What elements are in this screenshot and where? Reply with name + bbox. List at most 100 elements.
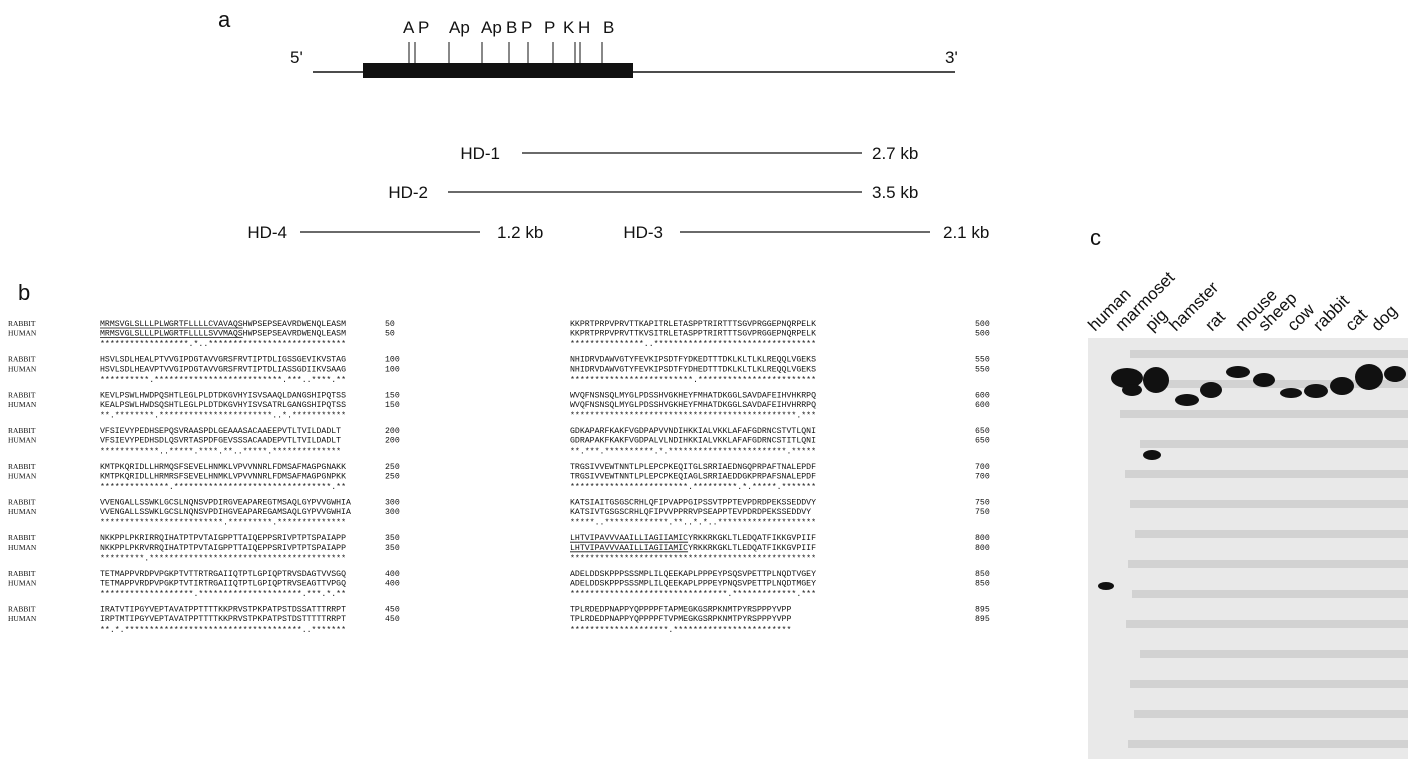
conservation-line: ************************.*********.*.***… bbox=[570, 482, 816, 492]
residue-number: 400 bbox=[385, 570, 400, 579]
conservation-line: **********.**************************.**… bbox=[100, 375, 346, 385]
clone-name: HD-3 bbox=[623, 223, 663, 242]
site-label: K bbox=[563, 18, 575, 37]
species-label: HUMAN bbox=[8, 400, 37, 409]
residue-number: 300 bbox=[385, 499, 400, 508]
sequence: HSVLSDLHEAVPTVVGIPDGTAVVGRSFRVTIPTDLIASS… bbox=[100, 365, 346, 374]
sequence: TETMAPPVRDPVPGKPTVTIRTRGAIIQTPTLGPIQPTRV… bbox=[100, 580, 346, 589]
residue-number: 100 bbox=[385, 365, 400, 374]
sequence: ADELDDSKPPPSSSMPLILQEEKAPLPPPEYPSQSVPETT… bbox=[570, 570, 816, 579]
sequence: WVQFNSNSQLMYGLPDSSHVGKHEYFMHATDKGGLSAVDA… bbox=[570, 391, 816, 400]
three-prime: 3' bbox=[945, 48, 958, 67]
gel bbox=[1088, 338, 1408, 759]
residue-number: 850 bbox=[975, 570, 990, 579]
clone-size: 2.7 kb bbox=[872, 144, 918, 163]
conservation-line: **.***.**********.*.********************… bbox=[570, 446, 816, 456]
residue-number: 100 bbox=[385, 356, 400, 365]
residue-number: 300 bbox=[385, 508, 400, 517]
sequence: KEALPSWLHWDSQSHTLEGLPLDTDKGVHYISVSATRLGA… bbox=[100, 401, 346, 410]
species-label: RABBIT bbox=[8, 355, 36, 364]
conservation-line: **.*.***********************************… bbox=[100, 625, 346, 635]
sequence: GDRAPAKFKAKFVGDPALVLNDIHKKIALVKKLAFAFGDR… bbox=[570, 437, 816, 446]
sequence: VFSIEVYPEDHSEPQSVRAASPDLGEAAASACAAEEPVTL… bbox=[100, 427, 341, 436]
clone-size: 3.5 kb bbox=[872, 183, 918, 202]
lane-label: rat bbox=[1201, 307, 1229, 335]
conservation-line: ****************************************… bbox=[570, 411, 816, 421]
residue-number: 450 bbox=[385, 606, 400, 615]
panel-label: b bbox=[18, 280, 30, 305]
site-label: B bbox=[506, 18, 517, 37]
sequence: KATSIVTGSGSCRHLQFIPVVPPRRVPSEAPPTEVPDRDP… bbox=[570, 508, 811, 517]
conservation-line: ***************..***********************… bbox=[570, 339, 816, 349]
residue-number: 250 bbox=[385, 472, 400, 481]
species-label: HUMAN bbox=[8, 329, 37, 338]
species-label: HUMAN bbox=[8, 543, 37, 552]
residue-number: 895 bbox=[975, 615, 990, 624]
conservation-line: ****************************************… bbox=[570, 553, 816, 563]
sequence: KEVLPSWLHWDPQSHTLEGLPLDTDKGVHYISVSAAQLDA… bbox=[100, 391, 346, 400]
conservation-line: ********************.*******************… bbox=[570, 625, 791, 635]
clone-name: HD-1 bbox=[460, 144, 500, 163]
lane-label: dog bbox=[1367, 301, 1400, 334]
sequence: ADELDDSKPPPSSSMPLILQEEKAPLPPPEYPNQSVPETT… bbox=[570, 580, 816, 589]
species-label: HUMAN bbox=[8, 436, 37, 445]
residue-number: 600 bbox=[975, 401, 990, 410]
site-label: B bbox=[603, 18, 614, 37]
conservation-line: *************************.**************… bbox=[570, 375, 816, 385]
residue-number: 650 bbox=[975, 437, 990, 446]
sequence: GDKAPARFKAKFVGDPAPVVNDIHKKIALVKKLAFAFGDR… bbox=[570, 427, 816, 436]
sequence: KMTPKQRIDLLHRMQSFSEVELHNMKLVPVVNNRLFDMSA… bbox=[100, 463, 346, 472]
clone-size: 2.1 kb bbox=[943, 223, 989, 242]
residue-number: 800 bbox=[975, 544, 990, 553]
species-label: HUMAN bbox=[8, 364, 37, 373]
sequence: VVENGALLSSWKLGCSLNQNSVPDIHGVEAPAREGAMSAQ… bbox=[100, 508, 351, 517]
sequence: WVQFNSNSQLMYGLPDSSHVGKHEYFMHATDKGGLSAVDA… bbox=[570, 401, 816, 410]
residue-number: 550 bbox=[975, 365, 990, 374]
sequence: IRATVTIPGYVEPTAVATPPTTTTKKPRVSTPKPATPSTD… bbox=[100, 606, 346, 615]
clone-size: 1.2 kb bbox=[497, 223, 543, 242]
species-label: HUMAN bbox=[8, 614, 37, 623]
sequence: NHIDRVDAWVGTYFEVKIPSDTFYDHEDTTTDKLKLTLKL… bbox=[570, 365, 816, 374]
sequence: NKKPPLPKRIRRQIHATPTPVTAIGPPTTAIQEPPSRIVP… bbox=[100, 534, 346, 543]
sequence: TRGSIVVEWTNNTLPLEPCPKEQITGLSRRIAEDNGQPRP… bbox=[570, 463, 816, 472]
residue-number: 550 bbox=[975, 356, 990, 365]
five-prime: 5' bbox=[290, 48, 303, 67]
sequence: TPLRDEDPNAPPYQPPPPFTAPMEGKGSRPKNMTPYRSPP… bbox=[570, 606, 791, 615]
clones: HD-12.7 kbHD-23.5 kbHD-41.2 kbHD-32.1 kb bbox=[247, 144, 989, 242]
sequence: VFSIEVYPEDHSDLQSVRTASPDFGEVSSSACAADEPVTL… bbox=[100, 437, 341, 446]
conservation-line: *****..*************.**..*.*..**********… bbox=[570, 518, 816, 528]
residue-number: 50 bbox=[385, 320, 395, 329]
residue-number: 650 bbox=[975, 427, 990, 436]
residue-number: 750 bbox=[975, 508, 990, 517]
residue-number: 50 bbox=[385, 330, 395, 339]
sequence: IRPTMTIPGYVEPTAVATPPTTTTKKPRVSTPKPATPSTD… bbox=[100, 615, 346, 624]
residue-number: 895 bbox=[975, 606, 990, 615]
species-label: HUMAN bbox=[8, 507, 37, 516]
sequence: HSVLSDLHEALPTVVGIPDGTAVVGRSFRVTIPTDLIGSS… bbox=[100, 356, 346, 365]
residue-number: 450 bbox=[385, 615, 400, 624]
sequence: TPLRDEDPNAPPYQPPPPFTVPMEGKGSRPKNMTPYRSPP… bbox=[570, 615, 791, 624]
figure: a 5' 3' APApApBPPKHB HD-12.7 kbHD-23.5 k… bbox=[0, 0, 1408, 759]
residue-number: 700 bbox=[975, 463, 990, 472]
sequence: KKPRTPRPVPRVTTKAPITRLETASPPTRIRTTTSGVPRG… bbox=[570, 320, 816, 329]
species-label: RABBIT bbox=[8, 498, 36, 507]
residue-number: 700 bbox=[975, 472, 990, 481]
species-label: RABBIT bbox=[8, 390, 36, 399]
residue-number: 400 bbox=[385, 580, 400, 589]
sequence: VVENGALLSSWKLGCSLNQNSVPDIRGVEAPAREGTMSAQ… bbox=[100, 499, 351, 508]
site-label: Ap bbox=[481, 18, 502, 37]
site-label: P bbox=[544, 18, 555, 37]
residue-number: 850 bbox=[975, 580, 990, 589]
species-label: HUMAN bbox=[8, 471, 37, 480]
coding-region bbox=[363, 63, 633, 78]
sequence: KKPRTPRPVPRVTTKVSITRLETASPPTRIRTTTSGVPRG… bbox=[570, 330, 816, 339]
conservation-line: **.********.***********************..*.*… bbox=[100, 411, 346, 421]
residue-number: 250 bbox=[385, 463, 400, 472]
species-label: RABBIT bbox=[8, 319, 36, 328]
site-label: H bbox=[578, 18, 590, 37]
clone-name: HD-4 bbox=[247, 223, 287, 242]
conservation-line: ************..*****.****.**..*****.*****… bbox=[100, 446, 341, 456]
panel-label: c bbox=[1090, 225, 1101, 250]
